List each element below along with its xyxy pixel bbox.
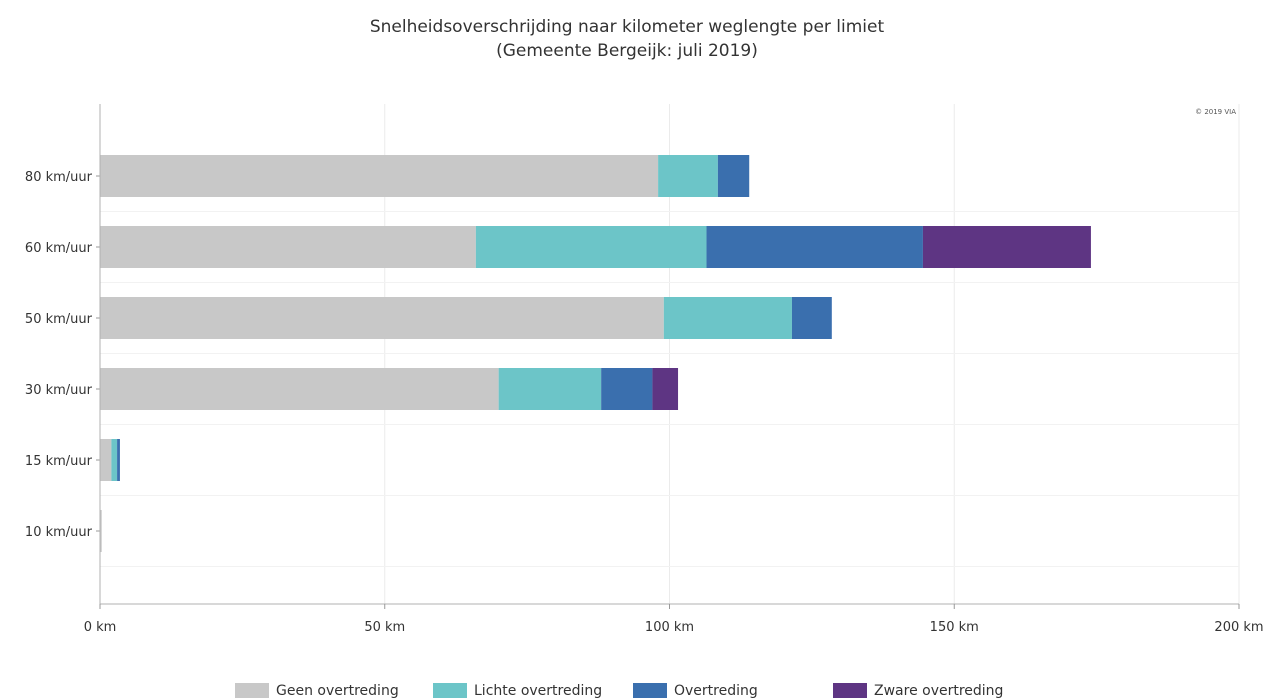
x-tick-label: 50 km	[364, 620, 405, 635]
chart-credit: © 2019 VIA	[1195, 108, 1236, 116]
bar-segment	[100, 439, 112, 481]
bar-segment	[652, 368, 679, 410]
legend: Geen overtreding Lichte overtreding Overtr…	[235, 683, 1003, 699]
category-label: 30 km/uur	[25, 383, 93, 398]
bar-segment	[601, 368, 653, 410]
x-tick-label: 200 km	[1214, 620, 1263, 635]
bar-segment	[475, 226, 707, 268]
legend-swatch	[235, 683, 269, 698]
bar-segment	[791, 297, 832, 339]
chart-subtitle: (Gemeente Bergeijk: juli 2019)	[496, 41, 758, 61]
bar-segment	[100, 297, 664, 339]
category-label: 10 km/uur	[25, 525, 93, 540]
bar-segment	[663, 297, 792, 339]
category-label: 80 km/uur	[25, 170, 93, 185]
legend-swatch	[433, 683, 467, 698]
bar-segment	[706, 226, 923, 268]
x-tick-label: 150 km	[930, 620, 979, 635]
legend-label: Geen overtreding	[276, 683, 399, 699]
bar-segment	[658, 155, 718, 197]
legend-label: Overtreding	[674, 683, 758, 699]
bar-segment	[498, 368, 602, 410]
chart-title: Snelheidsoverschrijding naar kilometer w…	[370, 17, 885, 37]
bar-segment	[100, 226, 476, 268]
legend-label: Zware overtreding	[874, 683, 1003, 699]
category-label: 50 km/uur	[25, 312, 93, 327]
legend-swatch	[633, 683, 667, 698]
bar-segment	[117, 439, 120, 481]
bar-segment	[111, 439, 118, 481]
axes: 80 km/uur 60 km/uur 50 km/uur 30 km/uur 15 k…	[25, 104, 1264, 635]
category-label: 60 km/uur	[25, 241, 93, 256]
gridlines	[100, 104, 1240, 604]
x-tick-label: 0 km	[84, 620, 117, 635]
bar-segment	[717, 155, 750, 197]
bars	[100, 155, 1091, 552]
category-label: 15 km/uur	[25, 454, 93, 469]
bar-segment	[100, 510, 102, 552]
bar-segment	[922, 226, 1091, 268]
legend-label: Lichte overtreding	[474, 683, 602, 699]
bar-segment	[100, 368, 499, 410]
bar-segment	[100, 155, 659, 197]
x-tick-label: 100 km	[645, 620, 694, 635]
legend-swatch	[833, 683, 867, 698]
